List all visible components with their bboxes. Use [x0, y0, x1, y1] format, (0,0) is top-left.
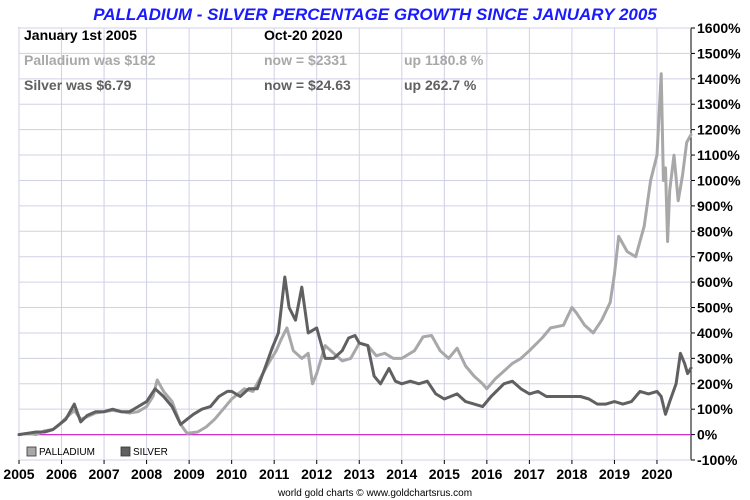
x-tick-label: 2005: [3, 466, 34, 482]
legend-swatch-silver: [120, 446, 131, 457]
y-tick-label: 200%: [697, 376, 733, 392]
y-tick-label: -100%: [697, 452, 738, 468]
silver-start-text: Silver was $6.79: [24, 77, 132, 93]
x-tick-label: 2017: [514, 466, 545, 482]
y-tick-label: 700%: [697, 249, 733, 265]
x-tick-label: 2012: [301, 466, 332, 482]
x-tick-label: 2009: [174, 466, 205, 482]
y-tick-label: 600%: [697, 274, 733, 290]
legend-label-silver: SILVER: [133, 447, 168, 458]
x-tick-label: 2015: [429, 466, 460, 482]
y-axis-ticks: -100% 0% 100% 200% 300% 400% 500% 600% 700% 800% 9…: [691, 20, 741, 468]
y-tick-label: 1600%: [697, 20, 741, 36]
silver-now-text: now = $24.63: [264, 77, 351, 93]
y-tick-label: 100%: [697, 401, 733, 417]
y-tick-label: 400%: [697, 325, 733, 341]
x-tick-label: 2014: [386, 466, 417, 482]
x-tick-label: 2018: [556, 466, 587, 482]
x-tick-label: 2006: [46, 466, 77, 482]
palladium-start-text: Palladium was $182: [24, 52, 156, 68]
y-tick-label: 1100%: [697, 147, 740, 163]
y-tick-label: 1300%: [697, 96, 741, 112]
chart-title: PALLADIUM - SILVER PERCENTAGE GROWTH SIN…: [93, 5, 657, 24]
silver-up-text: up 262.7 %: [404, 77, 477, 93]
x-tick-label: 2011: [259, 466, 290, 482]
info-block: January 1st 2005 Oct-20 2020 Palladium w…: [24, 27, 484, 93]
series-layer: [17, 72, 693, 437]
x-tick-label: 2019: [599, 466, 630, 482]
end-date-label: Oct-20 2020: [264, 27, 343, 43]
x-tick-label: 2008: [131, 466, 162, 482]
legend-swatch-palladium: [26, 446, 37, 457]
series-line-silver: [17, 275, 693, 437]
palladium-up-text: up 1180.8 %: [404, 52, 484, 68]
legend: PALLADIUM SILVER: [26, 446, 168, 458]
y-tick-label: 1200%: [697, 122, 741, 138]
x-tick-label: 2010: [216, 466, 247, 482]
palladium-now-text: now = $2331: [264, 52, 347, 68]
x-axis-ticks: 2005 2006 2007 2008 2009 2010 2011 2012 2013 2014…: [3, 460, 673, 482]
x-tick-label: 2007: [88, 466, 119, 482]
y-tick-label: 500%: [697, 300, 733, 316]
footer-credit: world gold charts © www.goldchartsrus.co…: [277, 488, 472, 499]
y-tick-label: 900%: [697, 198, 733, 214]
y-tick-label: 1500%: [697, 45, 741, 61]
x-tick-label: 2020: [641, 466, 672, 482]
start-date-label: January 1st 2005: [24, 27, 137, 43]
y-tick-label: 800%: [697, 223, 733, 239]
plot-area: [18, 27, 692, 461]
y-tick-label: 1000%: [697, 172, 741, 188]
y-tick-label: 1400%: [697, 71, 741, 87]
x-tick-label: 2013: [344, 466, 375, 482]
y-tick-label: 0%: [697, 427, 718, 443]
legend-label-palladium: PALLADIUM: [39, 447, 95, 458]
grid-lines: [18, 27, 691, 461]
y-tick-label: 300%: [697, 350, 733, 366]
x-tick-label: 2016: [471, 466, 502, 482]
